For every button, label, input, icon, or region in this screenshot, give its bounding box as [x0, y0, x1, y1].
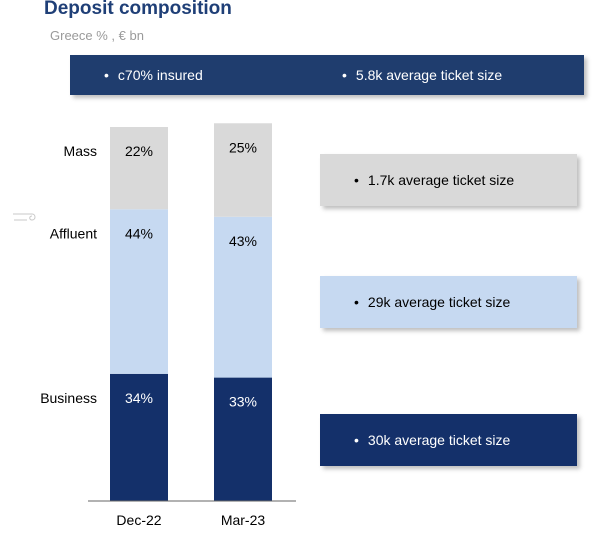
- bar-segment-affluent-1: [214, 216, 272, 378]
- mass-ticket-label: 1.7k average ticket size: [367, 172, 515, 188]
- bullet-icon: •: [354, 172, 359, 188]
- bar-segment-business-0: [110, 373, 168, 501]
- bar-segment-mass-1: [214, 123, 272, 217]
- value-label: 44%: [125, 225, 153, 241]
- bullet-icon: •: [342, 67, 347, 83]
- x-tick-label: Mar-23: [221, 512, 266, 528]
- summary-item-label: c70% insured: [117, 67, 203, 83]
- value-label: 43%: [229, 233, 257, 249]
- x-tick-label: Dec-22: [116, 512, 161, 528]
- business-ticket-label: 30k average ticket size: [367, 432, 511, 448]
- value-label: 34%: [125, 390, 153, 406]
- chart-title: Deposit composition: [44, 0, 232, 19]
- bullet-icon: •: [354, 432, 359, 448]
- squiggle-icon: [13, 213, 36, 221]
- affluent-ticket-label: 29k average ticket size: [367, 294, 511, 310]
- bar-segment-affluent-0: [110, 209, 168, 374]
- mass-ticket-box: • 1.7k average ticket size: [320, 154, 577, 206]
- segment-label-affluent: Affluent: [50, 225, 97, 241]
- summary-item-insured: • c70% insured: [104, 55, 203, 95]
- chart-subtitle: Greece % , € bn: [50, 28, 144, 43]
- affluent-ticket-box: • 29k average ticket size: [320, 276, 577, 328]
- bullet-icon: •: [354, 294, 359, 310]
- summary-item-ticket-size: • 5.8k average ticket size: [342, 55, 502, 95]
- bar-segment-business-1: [214, 377, 272, 501]
- business-ticket-box: • 30k average ticket size: [320, 414, 577, 466]
- value-label: 33%: [229, 394, 257, 410]
- summary-item-label: 5.8k average ticket size: [355, 67, 503, 83]
- summary-box: • c70% insured • 5.8k average ticket siz…: [70, 55, 584, 95]
- bullet-icon: •: [104, 67, 109, 83]
- bar-segment-mass-0: [110, 127, 168, 210]
- segment-label-business: Business: [40, 390, 97, 406]
- value-label: 25%: [229, 139, 257, 155]
- segment-label-mass: Mass: [64, 143, 97, 159]
- value-label: 22%: [125, 143, 153, 159]
